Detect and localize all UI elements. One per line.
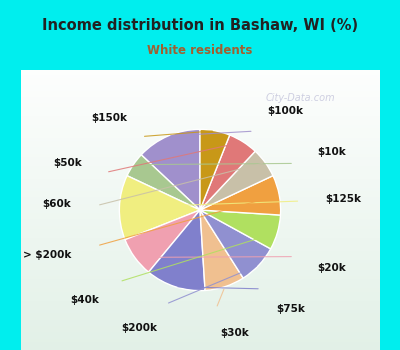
Text: $75k: $75k: [276, 303, 305, 314]
Wedge shape: [200, 151, 273, 210]
Wedge shape: [119, 176, 200, 240]
Wedge shape: [125, 210, 200, 272]
Text: $200k: $200k: [122, 323, 158, 332]
Text: $10k: $10k: [318, 147, 346, 157]
Wedge shape: [200, 135, 255, 210]
Text: $20k: $20k: [318, 263, 346, 273]
Wedge shape: [200, 210, 271, 278]
Text: $50k: $50k: [54, 158, 82, 168]
Wedge shape: [148, 210, 205, 290]
Text: $100k: $100k: [267, 106, 303, 117]
Text: $40k: $40k: [70, 295, 99, 304]
Text: $150k: $150k: [91, 113, 127, 123]
Text: $125k: $125k: [326, 194, 362, 204]
Text: City-Data.com: City-Data.com: [266, 93, 335, 103]
Wedge shape: [141, 130, 200, 210]
Text: Income distribution in Bashaw, WI (%): Income distribution in Bashaw, WI (%): [42, 18, 358, 33]
Wedge shape: [200, 130, 230, 210]
Text: $60k: $60k: [42, 199, 71, 209]
Text: $30k: $30k: [220, 328, 249, 338]
Text: White residents: White residents: [147, 44, 253, 57]
Wedge shape: [127, 155, 200, 210]
Text: > $200k: > $200k: [23, 250, 71, 260]
Wedge shape: [200, 210, 243, 290]
Wedge shape: [200, 176, 281, 215]
Wedge shape: [200, 210, 280, 249]
